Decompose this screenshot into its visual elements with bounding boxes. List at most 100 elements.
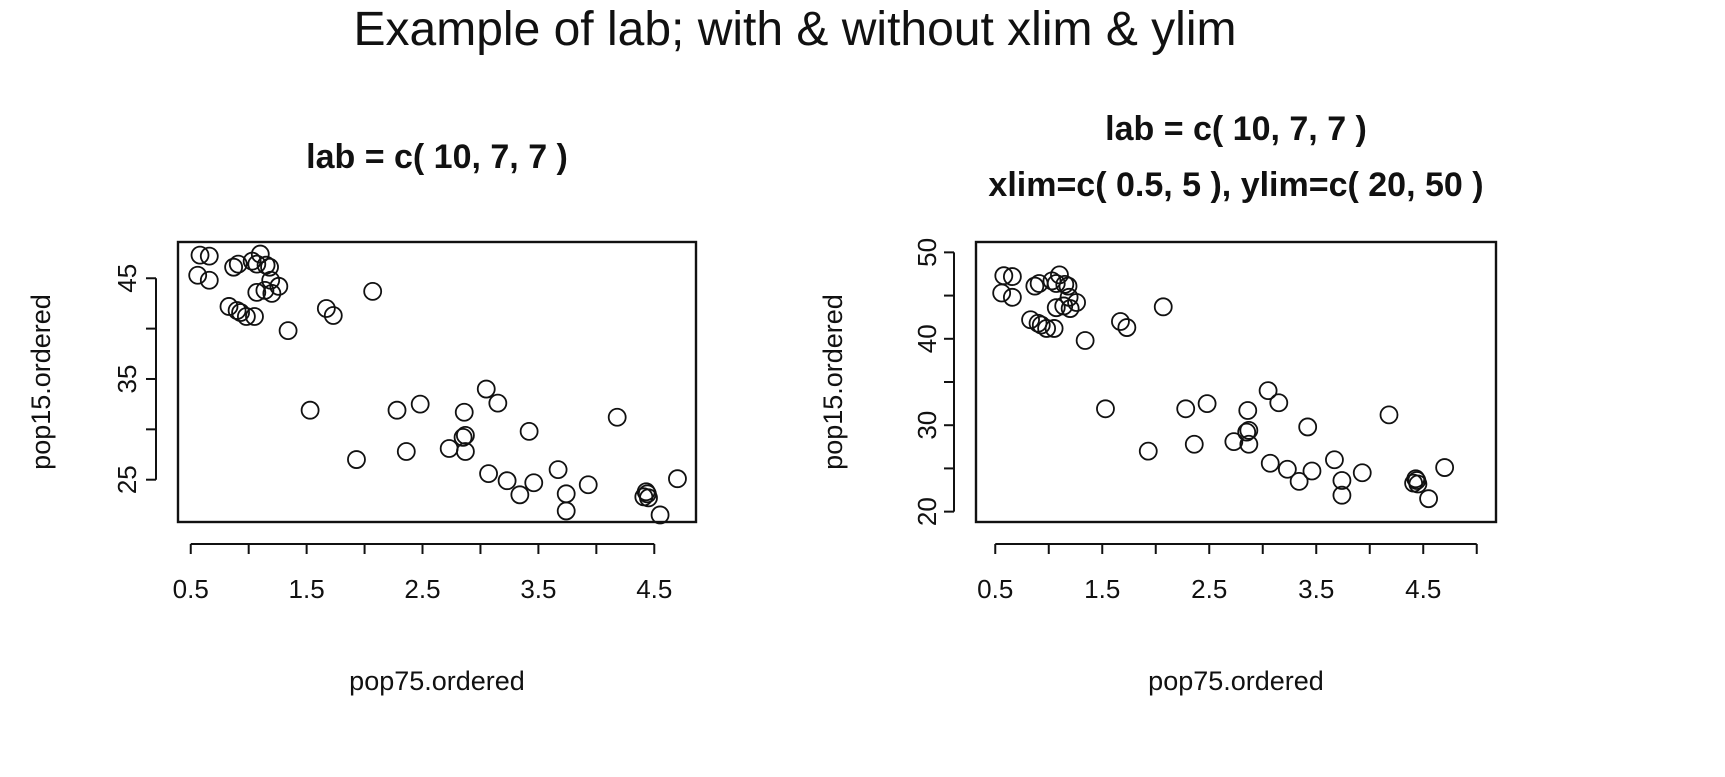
data-point xyxy=(1435,458,1455,477)
data-point xyxy=(548,460,568,480)
data-point xyxy=(1096,399,1115,419)
data-point xyxy=(1025,276,1045,296)
data-point xyxy=(1238,401,1258,420)
y-tick-label: 50 xyxy=(912,238,942,267)
data-point xyxy=(454,402,474,422)
data-point xyxy=(1325,450,1344,470)
data-point xyxy=(578,475,598,495)
data-point xyxy=(269,276,289,296)
data-point xyxy=(199,246,219,266)
y-tick-label: 45 xyxy=(112,264,142,293)
y-axis-title: pop15.ordered xyxy=(26,294,56,470)
x-tick-label: 0.5 xyxy=(173,574,209,604)
data-point xyxy=(1002,267,1022,286)
data-point xyxy=(1224,432,1244,452)
data-point xyxy=(1352,463,1372,483)
data-point xyxy=(1197,394,1217,414)
data-point xyxy=(262,283,282,303)
data-point xyxy=(1037,319,1057,338)
data-point xyxy=(488,393,508,413)
panel-title-line: xlim=c( 0.5, 5 ), ylim=c( 20, 50 ) xyxy=(988,166,1483,204)
data-point xyxy=(1269,393,1289,413)
data-point xyxy=(1408,474,1428,494)
x-tick-label: 3.5 xyxy=(1298,574,1334,604)
x-tick-label: 2.5 xyxy=(1191,574,1227,604)
data-point xyxy=(1055,274,1075,294)
data-point xyxy=(236,307,256,326)
data-point xyxy=(1046,274,1066,293)
data-point xyxy=(439,439,459,458)
data-point xyxy=(1239,434,1259,454)
data-point xyxy=(1002,287,1022,307)
data-point xyxy=(228,254,248,274)
panel-left: lab = c( 10, 7, 7 ) 0.5 1.5 2.5 3.5 4.5 25 35 45… xyxy=(26,138,698,696)
data-point xyxy=(1060,299,1080,318)
x-tick-label: 4.5 xyxy=(1405,574,1441,604)
data-point xyxy=(524,473,544,493)
data-point xyxy=(1184,434,1204,454)
plot-frame xyxy=(974,240,1498,524)
data-point xyxy=(1277,459,1297,479)
data-point xyxy=(1332,485,1352,505)
data-point xyxy=(278,321,298,341)
data-point xyxy=(1058,276,1078,296)
data-point xyxy=(1138,441,1158,461)
data-point xyxy=(453,427,473,447)
y-tick-label: 30 xyxy=(912,411,942,440)
data-point xyxy=(556,484,576,504)
x-tick-label: 4.5 xyxy=(636,574,672,604)
data-point xyxy=(396,442,416,461)
panel-right: lab = c( 10, 7, 7 ) xlim=c( 0.5, 5 ), yli… xyxy=(818,110,1498,696)
data-point xyxy=(410,394,430,414)
data-point xyxy=(1075,331,1095,350)
data-point xyxy=(387,400,407,420)
panel-title-line: lab = c( 10, 7, 7 ) xyxy=(306,138,568,176)
x-axis-title: pop75.ordered xyxy=(1148,666,1324,696)
data-point xyxy=(316,299,336,318)
x-axis-title: pop75.ordered xyxy=(349,666,525,696)
data-point xyxy=(510,485,530,505)
y-tick-label: 40 xyxy=(912,324,942,353)
data-point xyxy=(479,464,498,484)
data-point xyxy=(245,307,264,326)
data-point xyxy=(476,379,496,399)
data-point xyxy=(247,254,267,274)
data-point xyxy=(1044,319,1064,338)
x-tick-label: 1.5 xyxy=(289,574,325,604)
data-point xyxy=(1111,312,1130,331)
x-tick-label: 1.5 xyxy=(1084,574,1120,604)
data-point xyxy=(347,450,366,469)
data-point xyxy=(497,471,517,491)
plot-frame xyxy=(176,240,698,524)
data-point xyxy=(1176,399,1196,419)
data-point xyxy=(1046,298,1066,318)
data-point xyxy=(519,421,539,441)
data-point xyxy=(363,281,383,301)
data-point xyxy=(1419,489,1438,509)
data-point xyxy=(323,306,343,325)
data-point xyxy=(1298,417,1318,437)
data-point xyxy=(607,407,627,427)
y-axis-title: pop15.ordered xyxy=(818,294,848,470)
x-tick-label: 3.5 xyxy=(520,574,556,604)
data-point xyxy=(227,301,247,320)
data-point xyxy=(639,488,658,508)
data-point xyxy=(1117,318,1137,337)
main-title: Example of lab; with & without xlim & yl… xyxy=(353,3,1237,56)
data-point xyxy=(1258,381,1278,401)
data-point xyxy=(224,257,244,277)
data-point xyxy=(994,266,1014,286)
data-point xyxy=(1067,293,1086,312)
x-tick-label: 2.5 xyxy=(404,574,440,604)
y-tick-label: 20 xyxy=(912,497,942,526)
data-point xyxy=(247,282,267,302)
data-point xyxy=(1332,471,1352,490)
data-point xyxy=(199,270,219,290)
data-point xyxy=(1031,315,1051,335)
data-point xyxy=(1237,422,1257,442)
panel-title-line: lab = c( 10, 7, 7 ) xyxy=(1105,110,1367,148)
data-point xyxy=(1379,405,1399,425)
data-point xyxy=(300,400,320,420)
data-point xyxy=(188,265,208,285)
